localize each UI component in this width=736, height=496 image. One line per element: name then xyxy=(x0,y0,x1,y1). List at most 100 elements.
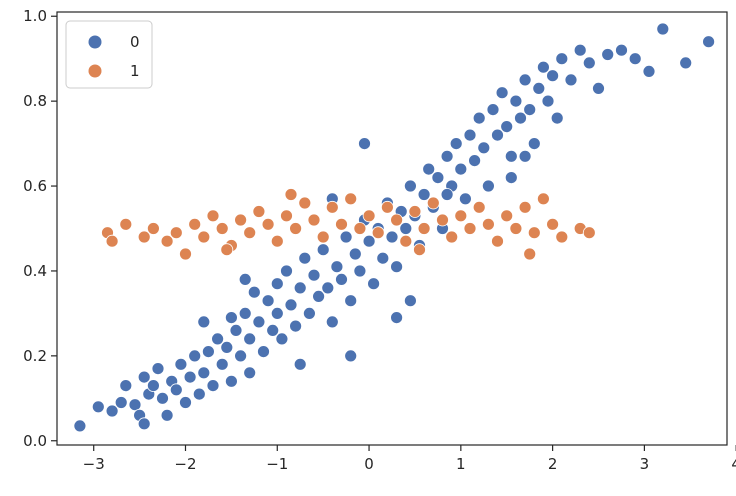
point-series-0-99 xyxy=(537,60,550,74)
point-series-0-74 xyxy=(422,162,436,176)
point-series-0-43 xyxy=(280,264,293,278)
point-series-0-0 xyxy=(73,419,87,433)
point-series-0-93 xyxy=(509,94,523,108)
point-series-1-29 xyxy=(380,200,394,214)
point-series-0-109 xyxy=(615,43,628,57)
point-series-0-29 xyxy=(224,374,238,388)
point-series-1-30 xyxy=(390,213,404,227)
point-series-1-42 xyxy=(500,209,514,223)
axes-background xyxy=(57,12,727,445)
point-series-0-111 xyxy=(642,65,656,78)
point-series-1-15 xyxy=(252,205,266,218)
point-series-1-21 xyxy=(307,213,321,227)
point-series-0-16 xyxy=(174,357,188,371)
point-series-1-44 xyxy=(518,200,532,214)
point-series-1-28 xyxy=(371,226,385,240)
x-tick-label-6: 3 xyxy=(640,455,650,473)
point-series-0-84 xyxy=(468,154,482,168)
y-tick-label-4: 0.8 xyxy=(23,92,47,110)
point-series-1-47 xyxy=(546,217,559,231)
legend-marker-series-0 xyxy=(88,35,102,49)
point-series-1-18 xyxy=(280,209,293,223)
point-series-0-1 xyxy=(91,400,105,414)
point-series-1-38 xyxy=(463,222,477,235)
point-series-0-103 xyxy=(555,52,569,66)
point-series-0-90 xyxy=(495,86,509,100)
point-series-0-39 xyxy=(266,323,280,337)
point-series-0-120 xyxy=(440,188,454,201)
point-series-0-27 xyxy=(220,340,234,354)
point-series-0-26 xyxy=(215,357,229,371)
axes-frame xyxy=(56,11,728,446)
point-series-0-58 xyxy=(348,247,362,261)
point-series-0-95 xyxy=(518,73,532,87)
point-series-0-44 xyxy=(284,298,298,312)
x-tick-label-3: 0 xyxy=(364,455,374,473)
x-tick-label-1: −2 xyxy=(174,455,196,473)
point-series-0-67 xyxy=(390,260,404,274)
point-series-0-51 xyxy=(316,243,330,257)
point-series-0-46 xyxy=(293,281,307,295)
point-series-0-23 xyxy=(201,345,215,359)
point-series-0-4 xyxy=(119,379,133,393)
y-tick-label-5: 1.0 xyxy=(23,7,47,25)
point-series-0-119 xyxy=(390,311,404,325)
points-layer xyxy=(73,22,715,433)
point-series-0-78 xyxy=(440,149,454,163)
point-series-1-10 xyxy=(206,209,220,223)
point-series-1-36 xyxy=(445,230,459,244)
point-series-1-41 xyxy=(491,234,504,248)
point-series-0-5 xyxy=(128,398,142,412)
point-series-0-88 xyxy=(486,103,500,116)
point-series-0-40 xyxy=(270,277,284,291)
point-series-0-104 xyxy=(564,73,578,87)
legend-box xyxy=(65,20,153,89)
point-series-1-19 xyxy=(289,222,303,235)
point-series-0-59 xyxy=(353,264,367,278)
point-series-1-27 xyxy=(362,209,376,223)
point-series-0-22 xyxy=(197,366,211,380)
point-series-0-42 xyxy=(275,332,289,346)
point-series-1-52 xyxy=(523,247,537,261)
point-series-0-31 xyxy=(234,349,248,363)
y-tick-label-2: 0.4 xyxy=(23,262,47,280)
point-series-1-34 xyxy=(426,196,440,210)
point-series-1-32 xyxy=(408,205,422,218)
plot-area xyxy=(56,11,728,446)
point-series-0-30 xyxy=(229,323,243,337)
point-series-0-106 xyxy=(582,56,596,70)
point-series-1-6 xyxy=(169,226,183,240)
point-series-0-18 xyxy=(183,370,197,384)
point-series-0-15 xyxy=(169,383,183,397)
point-series-0-76 xyxy=(431,171,445,185)
point-series-0-50 xyxy=(312,289,326,303)
point-series-0-69 xyxy=(399,222,413,235)
point-series-0-105 xyxy=(573,43,587,57)
point-series-1-54 xyxy=(582,226,596,240)
point-series-1-22 xyxy=(316,230,330,244)
point-series-0-70 xyxy=(403,179,417,193)
point-series-0-101 xyxy=(546,69,559,83)
point-series-1-7 xyxy=(179,247,192,261)
point-series-1-39 xyxy=(472,200,486,214)
x-tick-label-7: 4 xyxy=(731,455,736,473)
point-series-0-21 xyxy=(197,315,211,329)
y-tick-label-3: 0.6 xyxy=(23,177,47,195)
point-series-0-28 xyxy=(224,311,238,325)
point-series-0-121 xyxy=(518,149,532,163)
point-series-0-56 xyxy=(339,230,353,244)
point-series-1-23 xyxy=(325,200,339,214)
legend-marker-series-1 xyxy=(88,64,102,78)
point-series-0-8 xyxy=(137,370,151,384)
point-series-0-123 xyxy=(238,272,252,286)
point-series-1-11 xyxy=(215,222,229,235)
point-series-1-4 xyxy=(146,222,160,235)
point-series-0-12 xyxy=(156,391,169,405)
point-series-1-8 xyxy=(188,217,202,231)
point-series-0-54 xyxy=(330,260,344,274)
point-series-0-7 xyxy=(137,417,151,431)
point-series-0-45 xyxy=(289,319,303,333)
point-series-1-1 xyxy=(105,234,119,248)
point-series-0-117 xyxy=(358,137,371,151)
